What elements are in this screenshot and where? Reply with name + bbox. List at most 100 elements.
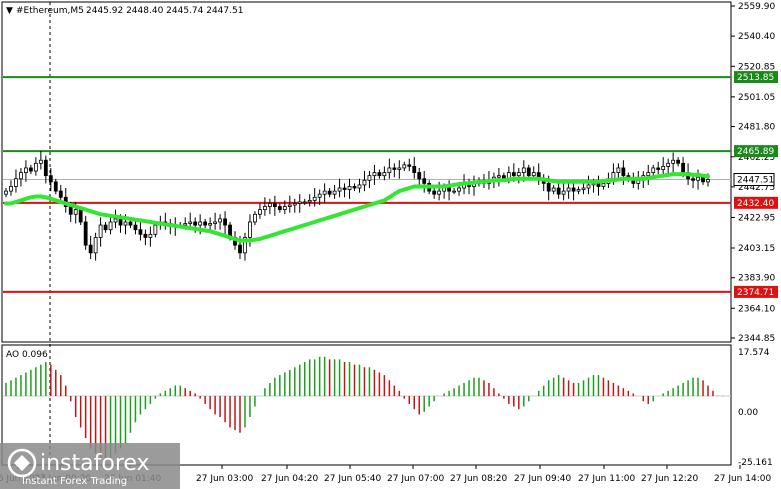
ohlc-readout: 2445.92 2448.40 2445.74 2447.51 (86, 6, 243, 16)
candle (387, 158, 392, 179)
candles-layer (4, 150, 710, 261)
candle (243, 232, 247, 261)
candle (377, 169, 382, 179)
candle (581, 181, 586, 195)
candle (277, 203, 282, 213)
price-panel (1, 1, 732, 343)
price-level-tag (734, 285, 778, 298)
candle (357, 178, 362, 193)
candle (452, 188, 456, 195)
candle (282, 200, 287, 215)
candle (148, 226, 153, 247)
candle (646, 164, 651, 185)
candle (367, 171, 372, 189)
candle (258, 203, 262, 219)
candle (28, 164, 33, 175)
candle (143, 229, 148, 246)
x-tick-label: 27 Jun 11:00 (578, 474, 635, 484)
x-tick-label: 27 Jun 12:20 (641, 474, 698, 484)
candle (352, 183, 357, 192)
candle (372, 164, 377, 185)
candle (317, 189, 322, 205)
candle (14, 169, 18, 193)
candle (213, 212, 218, 230)
y-tick-label: 2403.15 (738, 244, 775, 254)
candle (666, 158, 671, 175)
candle (696, 169, 700, 190)
candle (267, 198, 272, 215)
candle (113, 209, 118, 229)
candle (302, 198, 307, 205)
candle (33, 157, 38, 176)
candle (83, 215, 88, 250)
candle (526, 164, 531, 179)
x-tick-label: 27 Jun 03:00 (196, 474, 253, 484)
moving-average-layer (4, 172, 710, 243)
y-tick-label: 2462.25 (738, 153, 775, 163)
candle (262, 197, 267, 216)
candle (272, 195, 277, 216)
candle (322, 183, 327, 204)
candle (362, 171, 367, 192)
y-tick-label: 2383.90 (738, 274, 775, 284)
candle (566, 183, 571, 199)
instaforex-logo-icon (7, 448, 37, 478)
candle (287, 195, 292, 213)
candle (98, 217, 103, 247)
candle (43, 155, 48, 184)
ao-scale-mid: 0.00 (738, 408, 758, 418)
price-level-label: 2513.85 (737, 73, 774, 83)
x-tick-label: 27 Jun 05:40 (324, 474, 381, 484)
candle (651, 164, 656, 176)
y-tick-label: 2559.90 (738, 2, 775, 12)
y-tick-label: 2501.05 (738, 93, 775, 103)
candle (58, 184, 63, 202)
price-tags-layer: 2513.85 2465.89 2432.40 2374.71 2447.51 (733, 71, 778, 298)
candle (347, 178, 352, 199)
candle (88, 235, 93, 260)
ao-histogram-layer (3, 356, 731, 462)
candle (4, 188, 8, 198)
candle (496, 167, 501, 187)
candle (203, 218, 208, 229)
price-level-tag (734, 196, 778, 209)
candle (327, 188, 332, 198)
candle (656, 161, 661, 175)
ao-scale-top: 17.574 (738, 348, 770, 358)
x-tick-label: 27 Jun 08:20 (450, 474, 507, 484)
candle (407, 158, 412, 172)
candle (561, 181, 566, 201)
candle (417, 167, 422, 187)
y-tick-label: 2481.80 (738, 123, 775, 133)
price-level-label: 2374.71 (737, 288, 774, 298)
candle (53, 178, 58, 195)
candle (397, 160, 402, 179)
candle (671, 152, 676, 173)
current-price-tag (733, 173, 775, 187)
y-tick-label: 2442.75 (738, 183, 775, 193)
candle (412, 157, 417, 179)
price-level-label: 2432.40 (737, 199, 774, 209)
y-tick-label: 2344.85 (738, 334, 775, 344)
x-tick-label: 27 Jun 09:40 (514, 474, 571, 484)
candle (223, 211, 227, 235)
y-tick-label: 2364.10 (738, 304, 775, 314)
y-tick-label: 2422.95 (738, 213, 775, 223)
candle (422, 171, 427, 193)
candle (307, 194, 312, 207)
chart-header-arrow: ▼ (6, 6, 13, 16)
candle (312, 188, 317, 207)
watermark-tagline: Instant Forex Trading (22, 476, 127, 487)
candle (108, 215, 113, 235)
candle (676, 157, 681, 167)
candle (253, 211, 257, 226)
instaforex-watermark: instaforex Instant Forex Trading (0, 443, 180, 489)
candle (661, 157, 666, 176)
candle (447, 180, 452, 201)
current-price-label: 2447.51 (737, 176, 774, 186)
x-tick-label: 27 Jun 14:00 (714, 474, 771, 484)
candle (218, 214, 222, 230)
candle (297, 194, 302, 213)
candle (586, 175, 591, 195)
